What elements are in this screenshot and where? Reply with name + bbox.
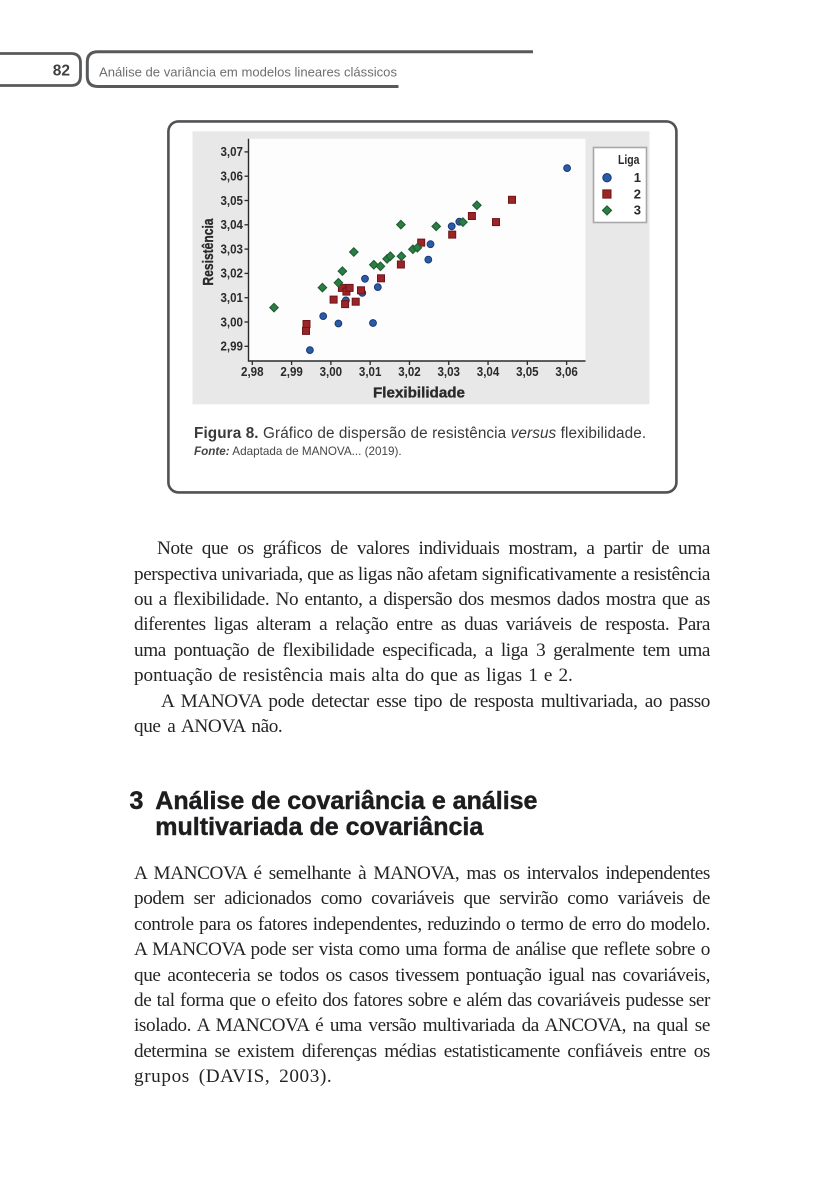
svg-text:3,01: 3,01 <box>359 365 382 379</box>
svg-text:3,06: 3,06 <box>221 170 244 184</box>
svg-text:2,98: 2,98 <box>241 365 264 379</box>
svg-text:Resistência: Resistência <box>200 218 217 286</box>
svg-text:3,00: 3,00 <box>221 315 244 329</box>
svg-text:3,04: 3,04 <box>221 218 244 232</box>
svg-text:Flexibilidade: Flexibilidade <box>373 384 465 401</box>
svg-text:3,00: 3,00 <box>320 365 343 379</box>
svg-text:3,04: 3,04 <box>477 365 500 379</box>
svg-text:3,06: 3,06 <box>555 365 578 379</box>
svg-text:82: 82 <box>53 63 70 80</box>
svg-text:3: 3 <box>634 203 641 218</box>
svg-text:3,01: 3,01 <box>221 291 244 305</box>
svg-text:Liga: Liga <box>618 153 640 167</box>
svg-text:3,03: 3,03 <box>221 242 244 256</box>
svg-text:3,03: 3,03 <box>438 365 461 379</box>
svg-text:2,99: 2,99 <box>221 340 244 354</box>
svg-text:3,07: 3,07 <box>221 145 244 159</box>
svg-text:3,05: 3,05 <box>516 365 539 379</box>
svg-text:3,02: 3,02 <box>221 267 244 281</box>
svg-text:1: 1 <box>634 170 641 185</box>
svg-text:Análise de variância em modelo: Análise de variância em modelos lineares… <box>99 65 397 80</box>
svg-text:3,02: 3,02 <box>398 365 421 379</box>
svg-text:2: 2 <box>634 186 641 201</box>
svg-text:3,05: 3,05 <box>221 194 244 208</box>
svg-text:2,99: 2,99 <box>280 365 303 379</box>
